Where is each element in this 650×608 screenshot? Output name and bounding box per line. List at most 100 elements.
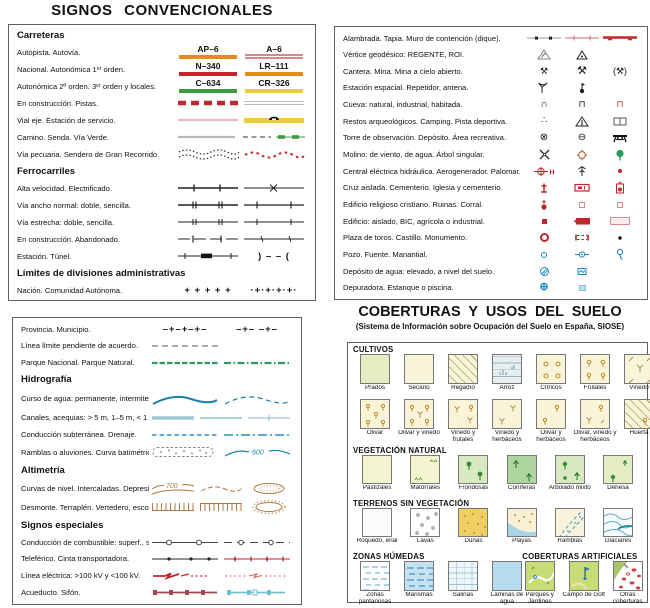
sifon-symbol — [221, 588, 293, 597]
row-label: Camino. Senda. Vía Verde. — [17, 132, 110, 142]
tunel-symbol: ) – – ( — [258, 250, 290, 262]
molino-viento-icon — [525, 148, 563, 161]
cultivos-row-1: Prados Secano Regadío Arroz Cítricos Fru… — [353, 354, 650, 399]
cueva-natural-icon: ∩ — [540, 98, 548, 110]
edificio-agricola-icon — [601, 217, 639, 226]
legend-row-teleferico: Teleférico. Cinta transportadora. — [21, 552, 293, 566]
swatch-citricos: Cítricos — [529, 354, 573, 399]
deposito-icon: ⊖ — [577, 131, 587, 143]
road-shield-cr326: CR–326 — [241, 79, 307, 93]
legend-row-pozo: Pozo. Fuente. Manantial. — [343, 248, 639, 262]
vertice-roi-symbol — [563, 49, 601, 60]
header-ferrocarriles: Ferrocarriles — [17, 165, 76, 177]
legend-row-pecuaria: Vía pecuaria. Sendero de Gran Recorrido. — [17, 147, 307, 161]
swatch-regadio: Regadío — [441, 354, 485, 399]
swatch-coniferas: Coníferas — [498, 455, 546, 499]
pista-deportiva-icon — [601, 117, 639, 126]
row-label: Alambrada. Tapia. Muro de contención (di… — [343, 33, 501, 43]
plaza-toros-icon — [525, 233, 563, 243]
swatch-glaciares: Glaciares — [594, 508, 642, 552]
swatch-arroz: Arroz — [485, 354, 529, 399]
conduccion-subterranea-symbol — [149, 431, 221, 439]
legend-row-camino: Camino. Senda. Vía Verde. — [17, 130, 307, 144]
parque-nacional-symbol — [149, 359, 221, 367]
mina-icon: ⚒ — [577, 64, 587, 77]
swatch-lavas: Lavas — [401, 508, 449, 552]
deposito-suelo-icon — [563, 267, 601, 276]
curva-intercalada-symbol — [197, 481, 245, 496]
legend-row-central: Central eléctrica hidráulica. Aerogenera… — [343, 164, 639, 178]
combustible-superficial-symbol — [149, 538, 221, 547]
vertice-regente-symbol — [525, 49, 563, 60]
swatch-ramblas-terreno: Ramblas — [546, 508, 594, 552]
row-label: Conducción de combustible: superf., subt… — [21, 537, 149, 547]
acequia-symbol — [245, 414, 293, 422]
legend-row-parques: Parque Nacional. Parque Natural. — [21, 356, 293, 370]
row-label: Línea límite pendiente de acuerdo. — [21, 341, 138, 351]
road-shield-c634: C–634 — [175, 79, 241, 93]
road-shield-a6: A–6 — [241, 45, 307, 60]
row-label: Teleférico. Cinta transportadora. — [21, 554, 130, 564]
aerogenerador-icon — [563, 165, 601, 177]
swatch-zonas-pantanosas: Zonas pantanosas — [353, 561, 397, 607]
swatch-huerta: Huerta — [617, 399, 650, 446]
legend-row-curvas-nivel: Curvas de nivel. Intercaladas. Depresión… — [21, 480, 293, 496]
alambrada-symbol — [525, 34, 563, 42]
legend-row-nacion: Nación. Comunidad Autónoma. + + + + + ·+… — [17, 283, 307, 297]
palomar-icon — [601, 167, 639, 175]
row-label: Depósito de agua: elevado, a nivel del s… — [343, 266, 495, 276]
swatch-frutales: Frutales — [573, 354, 617, 399]
legend-row-alambrada: Alambrada. Tapia. Muro de contención (di… — [343, 31, 639, 45]
legend-row-edificio-religioso: Edificio religioso cristiano. Ruinas. Co… — [343, 198, 639, 212]
row-label: Acueducto. Sifón. — [21, 588, 81, 598]
row-label: Pozo. Fuente. Manantial. — [343, 250, 428, 260]
mina-cielo-abierto-icon: (⚒) — [612, 65, 628, 76]
row-label: Depuradora. Estanque o piscina. — [343, 283, 454, 293]
ruinas-icon — [563, 201, 601, 208]
row-label: Cantera. Mina. Mina a cielo abierto. — [343, 66, 463, 76]
row-label: Estación espacial. Repetidor, antena. — [343, 83, 469, 93]
antena-icon — [525, 82, 563, 94]
swatch-vinedo-frutales: Viñedo y frutales — [441, 399, 485, 446]
row-label: Provincia. Municipio. — [21, 324, 91, 334]
legend-row-via-estrecha: Vía estrecha: doble, sencilla. — [17, 215, 307, 229]
legend-row-desmonte: Desmonte. Terraplén. Vertedero, escombre… — [21, 499, 293, 515]
legend-row-autonomica: Autonómica 2º orden. 3ᵉʳ orden y locales… — [17, 79, 307, 93]
arbol-singular-icon — [601, 149, 639, 161]
repetidor-icon — [563, 82, 601, 94]
swatch-frondosas: Frondosas — [449, 455, 497, 499]
camino-symbol — [175, 132, 241, 142]
swatch-playas: Playas — [498, 508, 546, 552]
legend-row-ramblas: Ramblas o aluviones. Curva batimétrica. … — [21, 444, 293, 460]
legend-row-deposito-agua: Depósito de agua: elevado, a nivel del s… — [343, 264, 639, 278]
corral-icon — [601, 201, 639, 208]
estanque-icon — [563, 284, 601, 291]
row-label: Torre de observación. Depósito. Área rec… — [343, 133, 506, 143]
road-construction-symbol — [175, 98, 241, 108]
legend-row-vertice: Vértice geodésico: REGENTE, ROI. — [343, 48, 639, 62]
bottom-sections: ZONAS HÚMEDAS Zonas pantanosas Marismas … — [353, 552, 643, 607]
swatch-pastizales: Pastizales — [353, 455, 401, 499]
desmonte-symbol — [149, 503, 197, 512]
swatch-olivar-vinedo: Olivar y viñedo — [397, 399, 441, 446]
zonas-humedas-row: Zonas pantanosas Marismas Salinas Lámina… — [353, 561, 523, 607]
legend-row-cueva: Cueva: natural, industrial, habitada. ∩ … — [343, 98, 639, 112]
row-label: Conducción subterránea. Drenaje. — [21, 430, 137, 440]
estrecha-doble-symbol — [175, 217, 241, 227]
row-label: En construcción. Abandonado. — [17, 234, 121, 244]
cueva-habitada-icon: ⊓ — [616, 99, 624, 110]
linea-electrica-baja-symbol — [221, 571, 293, 581]
svg-text:H: H — [550, 169, 555, 176]
via-doble-symbol — [175, 200, 241, 210]
via-pecuaria-symbol — [175, 148, 241, 161]
row-label: Curso de agua: permanente, intermitente. — [21, 394, 149, 404]
section-vegetacion-natural: VEGETACIÓN NATURAL — [353, 446, 447, 455]
limite-nacion-symbol: + + + + + — [184, 284, 232, 296]
row-label: Estación. Túnel. — [17, 251, 72, 261]
curso-permanente-symbol — [149, 391, 221, 407]
swatch-parques-jardines: Parques y Jardines — [518, 561, 562, 607]
curva-nivel-symbol: 700 — [149, 481, 197, 496]
panel-carreteras: Carreteras Autopista. Autovía. AP–6 A–6 … — [8, 24, 316, 301]
legend-row-ancho-normal: Vía ancho normal: doble, sencilla. — [17, 198, 307, 212]
